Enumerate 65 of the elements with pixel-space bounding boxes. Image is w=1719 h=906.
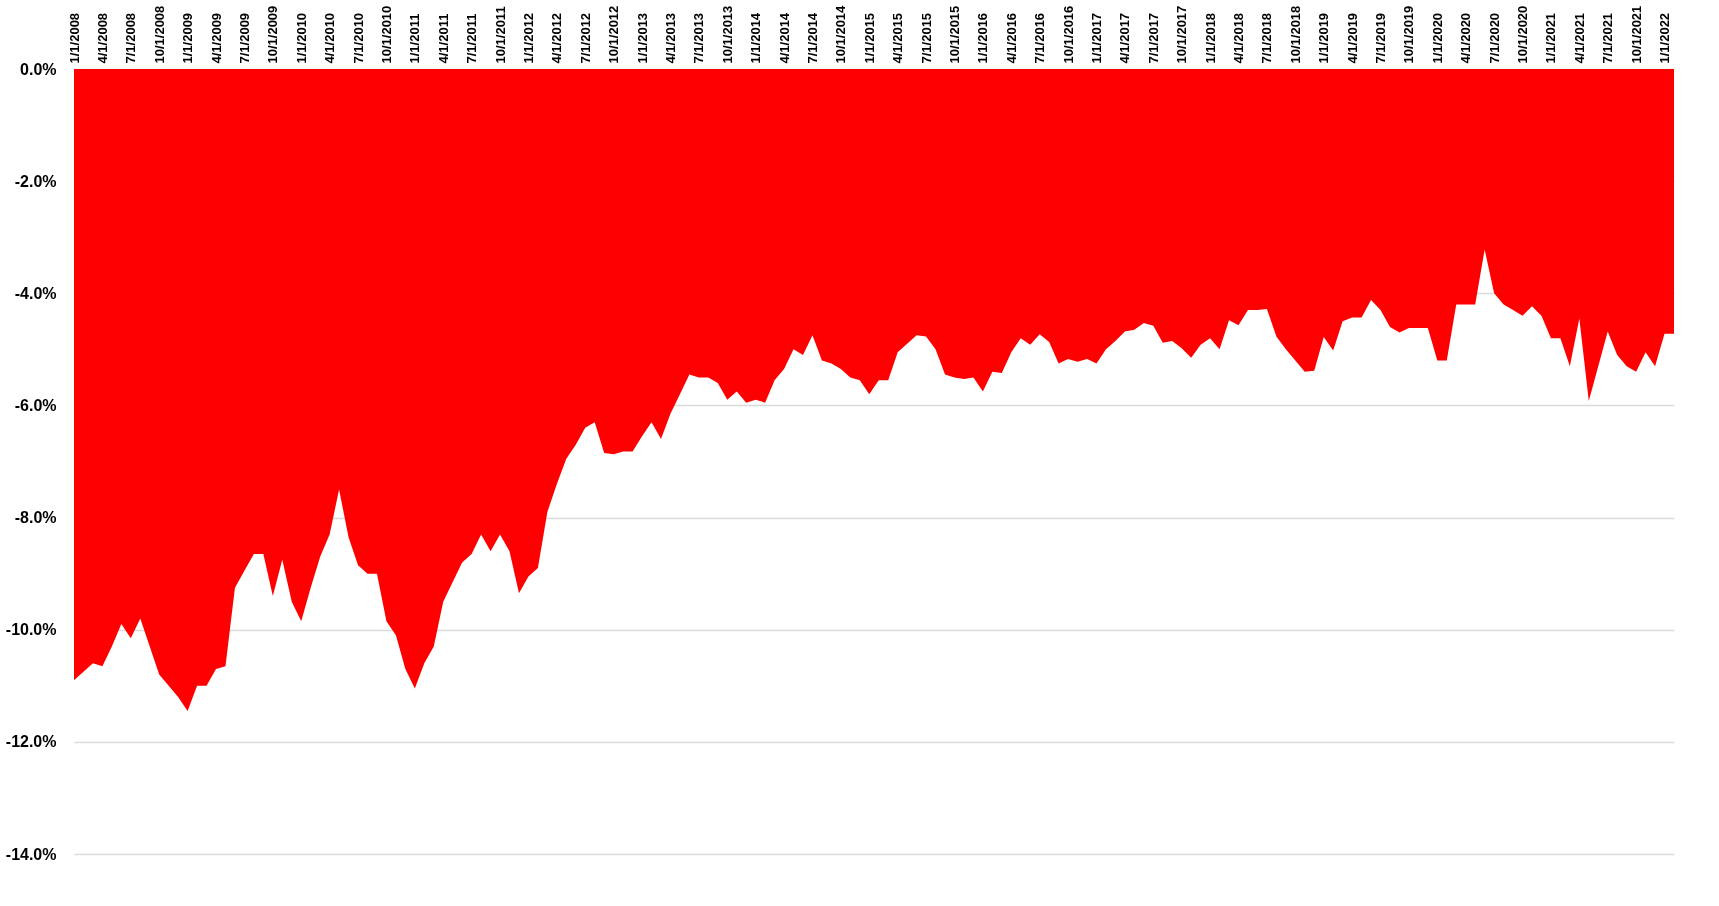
y-tick-label: -2.0% [14,172,57,190]
x-tick-label: 1/1/2008 [66,12,82,64]
x-tick-label: 10/1/2018 [1287,5,1303,64]
x-tick-label: 1/1/2018 [1202,12,1218,64]
x-tick-label: 7/1/2008 [123,12,139,64]
x-tick-label: 1/1/2012 [520,12,536,64]
y-tick-label: -6.0% [14,396,57,414]
x-tick-label: 10/1/2021 [1628,5,1644,64]
x-tick-label: 7/1/2015 [918,12,934,64]
y-tick-label: -4.0% [14,284,57,302]
x-tick-label: 7/1/2021 [1600,12,1616,64]
x-tick-label: 7/1/2020 [1486,12,1502,64]
x-tick-label: 10/1/2013 [719,5,735,64]
x-tick-label: 10/1/2009 [265,5,281,64]
x-tick-label: 7/1/2019 [1373,12,1389,64]
x-tick-label: 10/1/2015 [946,5,962,64]
x-tick-label: 4/1/2012 [549,12,565,64]
x-tick-label: 4/1/2020 [1458,12,1474,64]
x-tick-label: 10/1/2008 [151,5,167,64]
x-tick-label: 1/1/2009 [180,12,196,64]
x-tick-label: 7/1/2017 [1145,12,1161,64]
x-tick-label: 10/1/2020 [1515,5,1531,64]
x-tick-label: 7/1/2016 [1032,12,1048,64]
x-tick-label: 4/1/2017 [1117,12,1133,64]
x-tick-label: 1/1/2020 [1429,12,1445,64]
x-tick-label: 1/1/2010 [293,12,309,64]
x-tick-label: 7/1/2011 [464,13,480,64]
x-tick-label: 10/1/2012 [606,5,622,64]
x-tick-label: 1/1/2011 [407,13,423,64]
x-tick-label: 7/1/2014 [804,12,820,64]
y-tick-label: -12.0% [5,733,57,751]
x-tick-label: 4/1/2013 [662,12,678,64]
x-tick-label: 1/1/2013 [634,12,650,64]
x-tick-label: 10/1/2010 [378,5,394,64]
x-tick-label: 10/1/2019 [1401,5,1417,64]
y-tick-label: -8.0% [14,509,57,527]
x-tick-label: 7/1/2010 [350,12,366,64]
x-tick-label: 7/1/2018 [1259,12,1275,64]
x-tick-label: 4/1/2021 [1571,12,1587,64]
x-tick-label: 10/1/2017 [1174,5,1190,64]
x-tick-label: 4/1/2008 [94,12,110,64]
y-tick-label: -10.0% [5,621,57,639]
x-tick-label: 4/1/2015 [890,12,906,64]
x-tick-label: 1/1/2019 [1316,12,1332,64]
x-tick-label: 4/1/2010 [322,12,338,64]
x-tick-label: 4/1/2011 [435,13,451,64]
x-tick-label: 7/1/2013 [691,12,707,64]
x-tick-label: 4/1/2019 [1344,12,1360,64]
x-tick-label: 1/1/2014 [748,12,764,64]
x-tick-label: 10/1/2014 [833,4,849,64]
x-tick-label: 4/1/2009 [208,12,224,64]
x-tick-label: 7/1/2012 [577,12,593,64]
x-tick-label: 1/1/2022 [1657,12,1673,64]
x-tick-label: 10/1/2016 [1060,5,1076,64]
y-tick-label: -14.0% [5,845,57,863]
y-tick-label: 0.0% [20,60,57,78]
x-tick-label: 1/1/2021 [1543,12,1559,64]
x-tick-label: 1/1/2017 [1088,12,1104,64]
x-tick-label: 1/1/2016 [975,12,991,64]
x-tick-label: 10/1/2011 [492,6,508,64]
x-tick-label: 4/1/2018 [1231,12,1246,64]
x-tick-label: 1/1/2015 [861,12,877,64]
x-tick-label: 7/1/2009 [236,12,252,64]
x-tick-label: 4/1/2014 [776,12,792,64]
x-tick-label: 4/1/2016 [1003,12,1019,64]
